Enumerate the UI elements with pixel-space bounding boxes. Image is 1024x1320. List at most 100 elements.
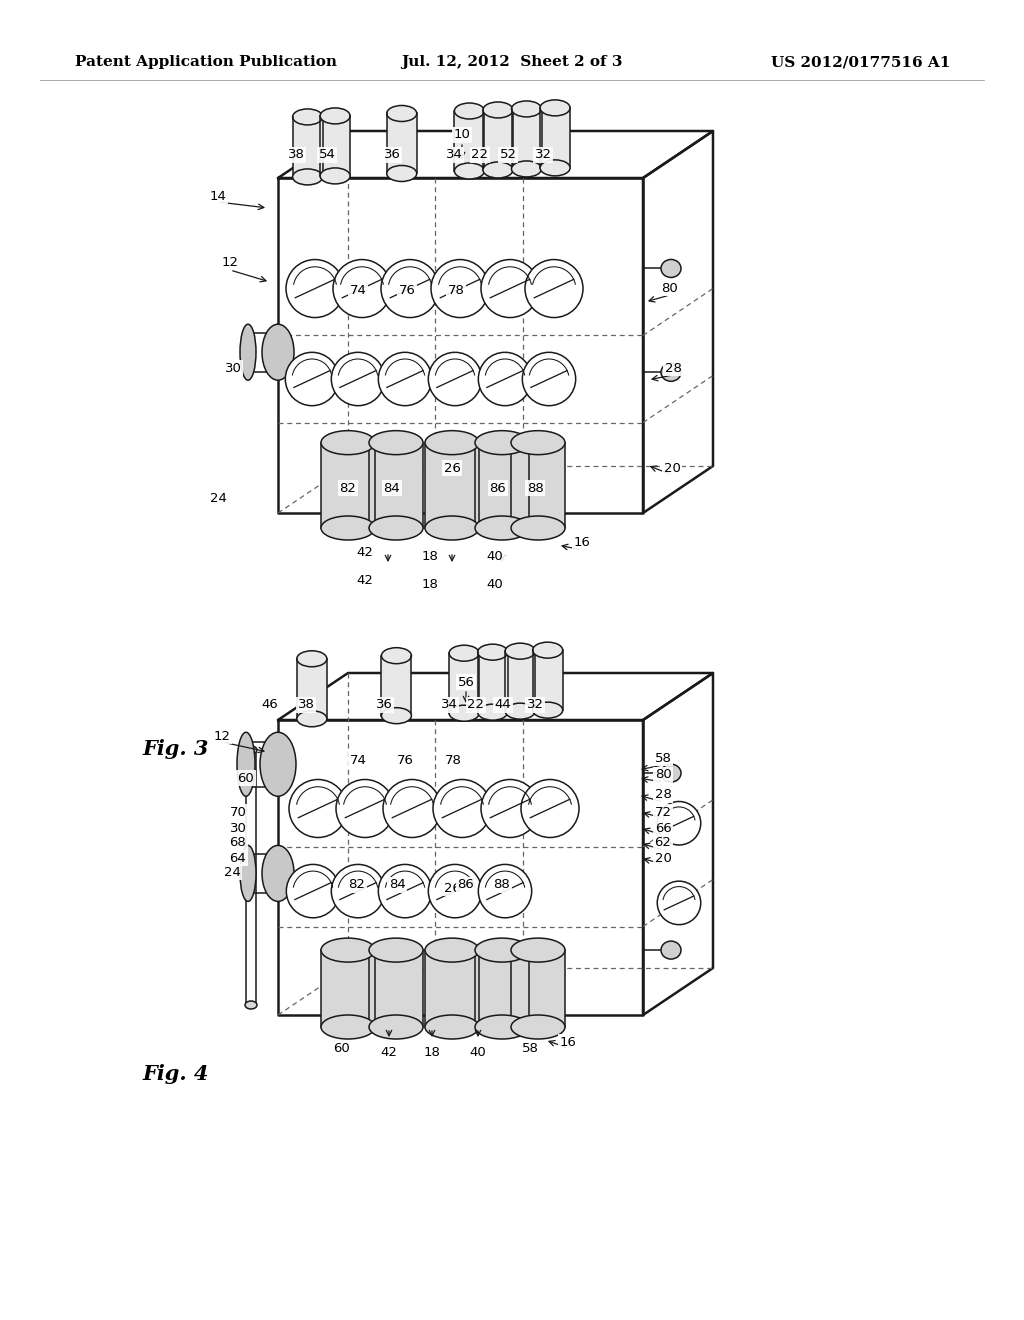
Text: Fig. 3: Fig. 3 [142,739,208,759]
Ellipse shape [540,160,570,176]
Text: 86: 86 [458,879,474,891]
Text: Jul. 12, 2012  Sheet 2 of 3: Jul. 12, 2012 Sheet 2 of 3 [401,55,623,69]
Ellipse shape [540,100,570,116]
Text: 20: 20 [664,462,680,474]
Text: 30: 30 [229,821,247,834]
Circle shape [378,865,432,917]
Text: 88: 88 [494,879,510,891]
Ellipse shape [425,516,479,540]
Ellipse shape [532,642,562,659]
Ellipse shape [511,939,565,962]
Ellipse shape [662,363,681,381]
Ellipse shape [293,169,323,185]
Text: 22: 22 [468,698,484,711]
Ellipse shape [477,644,508,660]
Polygon shape [321,442,375,528]
Text: 18: 18 [422,549,438,562]
Ellipse shape [260,733,296,796]
Polygon shape [511,950,565,1027]
Text: 38: 38 [288,149,304,161]
Text: Fig. 4: Fig. 4 [142,1064,208,1084]
Ellipse shape [505,704,536,719]
Ellipse shape [369,939,423,962]
Text: 44: 44 [495,698,511,711]
Text: 26: 26 [443,882,461,895]
Ellipse shape [262,325,294,380]
Circle shape [289,780,347,837]
Ellipse shape [483,162,513,178]
Polygon shape [477,652,508,713]
Ellipse shape [450,645,479,661]
Text: 32: 32 [535,149,552,161]
Text: 16: 16 [573,536,591,549]
Text: 38: 38 [298,698,314,711]
Text: 28: 28 [654,788,672,801]
Ellipse shape [369,1015,423,1039]
Polygon shape [369,950,423,1027]
Polygon shape [450,653,479,713]
Circle shape [433,780,490,837]
Circle shape [287,865,340,917]
Circle shape [481,260,539,318]
Text: 56: 56 [458,676,474,689]
Ellipse shape [662,260,681,277]
Polygon shape [425,950,479,1027]
Polygon shape [475,442,529,528]
Text: 78: 78 [444,754,462,767]
Polygon shape [387,114,417,173]
Polygon shape [369,442,423,528]
Text: 10: 10 [454,128,470,141]
Text: 80: 80 [654,768,672,781]
Ellipse shape [475,516,529,540]
Ellipse shape [321,168,350,183]
Ellipse shape [321,108,350,124]
Circle shape [333,260,391,318]
Text: Patent Application Publication: Patent Application Publication [75,55,337,69]
Polygon shape [321,950,375,1027]
Text: 62: 62 [654,837,672,850]
Circle shape [657,882,700,924]
Text: 64: 64 [229,851,247,865]
Text: 82: 82 [348,879,366,891]
Ellipse shape [321,516,375,540]
Text: 22: 22 [471,149,488,161]
Text: 42: 42 [381,1045,397,1059]
Text: 88: 88 [526,482,544,495]
Text: 26: 26 [443,462,461,474]
Text: 76: 76 [398,284,416,297]
Ellipse shape [321,1015,375,1039]
Text: US 2012/0177516 A1: US 2012/0177516 A1 [771,55,950,69]
Text: 28: 28 [665,362,681,375]
Ellipse shape [425,430,479,454]
Text: 24: 24 [223,866,241,879]
Text: 76: 76 [396,754,414,767]
Ellipse shape [425,1015,479,1039]
Ellipse shape [240,845,256,902]
Text: 58: 58 [654,751,672,764]
Text: 40: 40 [486,549,504,562]
Ellipse shape [245,746,257,754]
Ellipse shape [369,430,423,454]
Ellipse shape [512,161,542,177]
Ellipse shape [505,643,536,659]
Ellipse shape [321,939,375,962]
Text: 16: 16 [559,1035,577,1048]
Text: 54: 54 [318,149,336,161]
Text: 60: 60 [334,1041,350,1055]
Ellipse shape [321,430,375,454]
Ellipse shape [387,106,417,121]
Ellipse shape [475,430,529,454]
Text: 36: 36 [376,698,392,711]
Text: 52: 52 [500,149,516,161]
Circle shape [431,260,489,318]
Text: 82: 82 [340,482,356,495]
Ellipse shape [382,708,412,723]
Text: 78: 78 [447,284,465,297]
Ellipse shape [240,325,256,380]
Circle shape [332,352,385,405]
Ellipse shape [477,704,508,721]
Polygon shape [455,111,484,172]
Text: 42: 42 [356,545,374,558]
Polygon shape [425,442,479,528]
Polygon shape [475,950,529,1027]
